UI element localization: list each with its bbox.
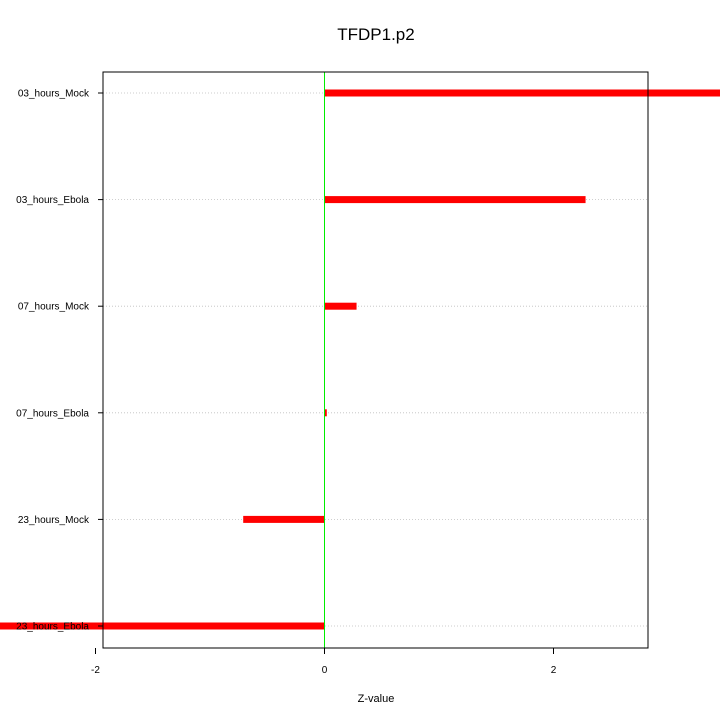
x-tick-label: 2 [551, 665, 557, 676]
bar-07_hours_Mock [324, 302, 357, 310]
bars [0, 89, 720, 630]
y-tick-label: 03_hours_Mock [18, 89, 90, 100]
grid-lines [103, 92, 648, 627]
bar-07_hours_Ebola [324, 409, 327, 417]
bar-23_hours_Ebola [0, 622, 325, 630]
bar-03_hours_Mock [324, 89, 720, 97]
y-tick-label: 07_hours_Ebola [16, 408, 89, 419]
x-axis-title: Z-value [358, 693, 395, 705]
plot-frame [102, 71, 649, 649]
x-axis: -2024 [91, 648, 557, 676]
y-tick-label: 07_hours_Mock [18, 302, 90, 313]
y-axis: 03_hours_Mock 03_hours_Ebola 07_hours_Mock… [16, 89, 103, 633]
y-tick-label: 23_hours_Mock [18, 515, 90, 526]
x-tick-label: 0 [322, 665, 328, 676]
bar-03_hours_Ebola [324, 196, 586, 204]
y-tick-label: 03_hours_Ebola [16, 195, 89, 206]
bar-23_hours_Mock [243, 515, 325, 523]
chart-title: TFDP1.p2 [337, 25, 414, 44]
x-tick-label: -2 [91, 665, 100, 676]
y-tick-label: 23_hours_Ebola [16, 622, 89, 633]
